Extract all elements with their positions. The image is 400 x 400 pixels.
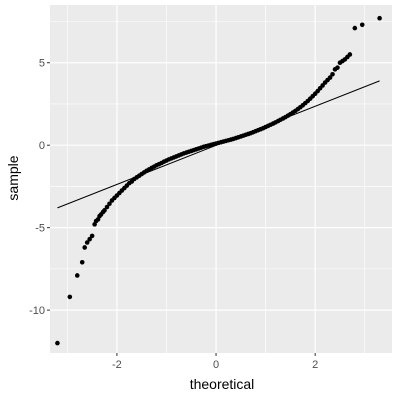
- data-point: [359, 22, 365, 28]
- data-point: [327, 75, 333, 80]
- x-axis: -2 0 2: [112, 353, 318, 371]
- data-point: [377, 15, 382, 21]
- data-point: [55, 340, 60, 346]
- y-tick-label: -5: [35, 223, 45, 235]
- x-axis-title: theoretical: [190, 376, 255, 392]
- data-point: [335, 65, 340, 70]
- data-point: [87, 236, 92, 242]
- y-tick-label: 5: [39, 58, 45, 70]
- y-tick-label: -10: [29, 305, 45, 317]
- data-point: [347, 52, 353, 57]
- data-point: [82, 245, 87, 250]
- y-axis-title: sample: [5, 155, 21, 200]
- plot-panel: [50, 5, 392, 353]
- data-point: [107, 201, 112, 207]
- x-tick-label: -2: [112, 359, 122, 371]
- data-point: [330, 71, 335, 77]
- data-point: [102, 208, 107, 213]
- y-axis: -10 -5 0 5: [29, 58, 50, 317]
- data-point: [67, 294, 73, 300]
- data-point: [84, 240, 90, 245]
- data-point: [104, 204, 110, 210]
- data-points: [55, 15, 382, 346]
- major-gridlines: [50, 5, 392, 353]
- data-point: [74, 273, 80, 278]
- data-point: [89, 233, 95, 239]
- x-tick-label: 2: [312, 359, 318, 371]
- y-tick-label: 0: [39, 140, 45, 152]
- x-tick-label: 0: [213, 359, 219, 371]
- data-point: [79, 259, 85, 265]
- data-point: [352, 25, 358, 31]
